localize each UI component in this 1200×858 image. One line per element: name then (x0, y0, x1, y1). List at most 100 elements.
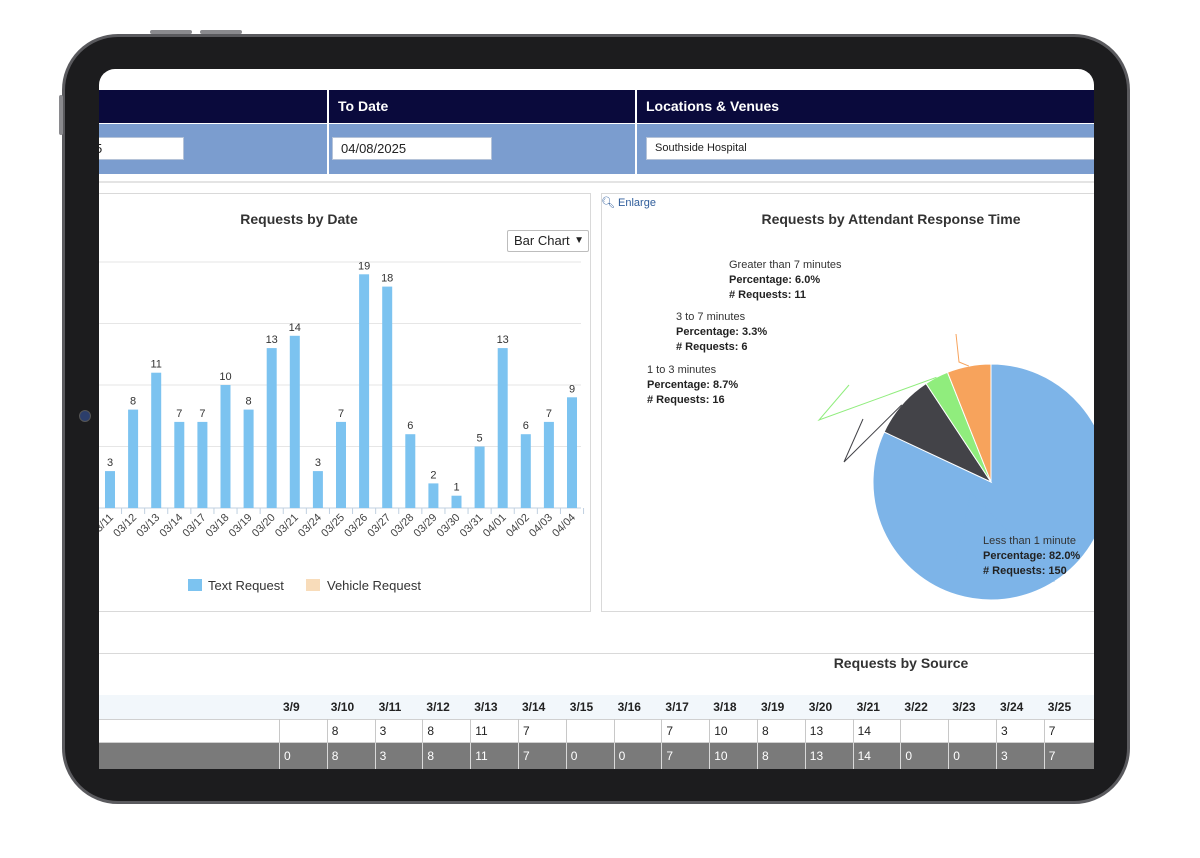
pie-connector-line (843, 404, 903, 463)
data-label: 3 (315, 457, 321, 469)
bar-text-request (428, 483, 439, 508)
data-label: 2 (430, 469, 436, 481)
source-panel-title: Requests by Source (833, 655, 969, 671)
volume-button (150, 30, 192, 34)
table-total-cell: 13 (809, 749, 824, 763)
x-tick-label: 03/27 (365, 512, 393, 540)
data-label: 11 (150, 359, 161, 371)
table-total-cell: 7 (523, 749, 530, 763)
table-divider (996, 719, 997, 743)
bar-text-request (497, 348, 508, 508)
table-cell: 10 (714, 724, 728, 738)
chevron-down-icon: ▼ (574, 235, 584, 246)
data-label: 10 (219, 371, 231, 383)
source-table-total-row (99, 743, 1094, 769)
table-cell: 11 (475, 724, 488, 738)
table-total-cell: 7 (1048, 749, 1056, 763)
from-date-input[interactable]: 5 (99, 137, 184, 160)
table-divider (1043, 719, 1045, 743)
table-divider (948, 743, 950, 769)
source-table-header (99, 695, 1094, 719)
source-column-header: 3/24 (1000, 700, 1024, 714)
data-label: 7 (338, 408, 344, 420)
legend-vehicle-request[interactable]: Vehicle Request (327, 578, 421, 593)
bar-text-request (312, 471, 323, 508)
bar-text-request (266, 348, 277, 508)
source-column-header: 3/16 (617, 700, 641, 714)
data-label: 8 (246, 396, 252, 408)
table-total-cell: 8 (331, 749, 339, 763)
data-label: 6 (523, 420, 529, 432)
table-divider (804, 719, 806, 743)
source-panel-top-border (99, 653, 1094, 654)
app-screen: To Date Locations & Venues 5 04/08/2025 … (99, 69, 1094, 769)
table-total-cell: 8 (427, 749, 435, 763)
table-cell: 8 (427, 724, 435, 738)
table-divider (374, 743, 376, 769)
table-total-cell: 8 (762, 749, 769, 763)
x-tick-label: 03/21 (273, 512, 301, 540)
x-tick-label: 03/24 (296, 512, 324, 540)
x-tick-label: 03/26 (342, 512, 370, 540)
data-label: 13 (497, 334, 509, 346)
table-divider (518, 743, 519, 769)
x-tick-label: 03/20 (250, 512, 278, 540)
table-total-cell: 3 (379, 749, 387, 763)
table-divider (422, 719, 424, 743)
source-column-header: 3/9 (283, 700, 300, 714)
source-column-header: 3/18 (713, 700, 737, 714)
enlarge-link[interactable]: 🔍︎ Enlarge (601, 197, 656, 209)
table-divider (470, 719, 472, 743)
x-tick-label: 04/01 (481, 512, 509, 540)
x-tick-label: 03/13 (134, 512, 162, 540)
volume-button (200, 30, 242, 34)
locations-label: Locations & Venues (646, 98, 780, 114)
table-total-cell: 0 (953, 749, 960, 763)
x-tick-label: 03/30 (435, 512, 463, 540)
bar-text-request (105, 471, 115, 508)
source-column-header: 3/22 (904, 700, 928, 714)
table-total-cell: 3 (1001, 749, 1008, 763)
data-label: 18 (381, 273, 393, 285)
source-table-row (99, 719, 1094, 743)
pie-connector-line (954, 490, 1055, 582)
legend-text-request[interactable]: Text Request (208, 578, 284, 593)
bar-text-request (474, 446, 485, 508)
legend-swatch-text (188, 579, 202, 591)
source-column-header: 3/23 (952, 700, 976, 714)
data-label: 9 (569, 383, 575, 395)
table-divider (613, 743, 615, 769)
location-select[interactable]: Southside Hospital (646, 137, 1094, 160)
table-divider (565, 719, 567, 743)
pie-chart-title: Requests by Attendant Response Time (761, 211, 1021, 227)
bar-text-request (174, 421, 185, 508)
bar-text-request (336, 421, 346, 508)
pie-label-greater-7: Greater than 7 minutes Percentage: 6.0% # … (729, 259, 842, 301)
x-tick-label: 04/04 (550, 512, 578, 540)
source-column-header: 3/11 (378, 700, 402, 714)
table-divider (996, 743, 997, 769)
table-divider (613, 719, 615, 743)
table-cell: 14 (857, 724, 871, 738)
table-divider (900, 743, 902, 769)
to-date-input[interactable]: 04/08/2025 (332, 137, 492, 160)
data-label: 7 (199, 408, 205, 420)
table-divider (804, 743, 806, 769)
camera-icon (79, 410, 91, 422)
source-column-header: 3/20 (808, 700, 833, 714)
table-divider (948, 719, 950, 743)
table-cell: 7 (523, 724, 530, 738)
pie-connector-line (817, 376, 937, 422)
table-cell: 3 (1001, 724, 1008, 738)
source-column-header: 3/25 (1047, 700, 1072, 714)
data-label: 19 (358, 260, 370, 272)
data-label: 7 (176, 408, 182, 420)
table-divider (326, 743, 328, 769)
table-cell: 13 (809, 724, 824, 738)
table-divider (661, 719, 663, 743)
chart-type-select[interactable]: Bar Chart ▼ (507, 230, 589, 252)
table-divider (279, 719, 280, 743)
table-divider (852, 719, 854, 743)
bar-text-request (451, 495, 462, 508)
bar-text-request (543, 421, 554, 508)
